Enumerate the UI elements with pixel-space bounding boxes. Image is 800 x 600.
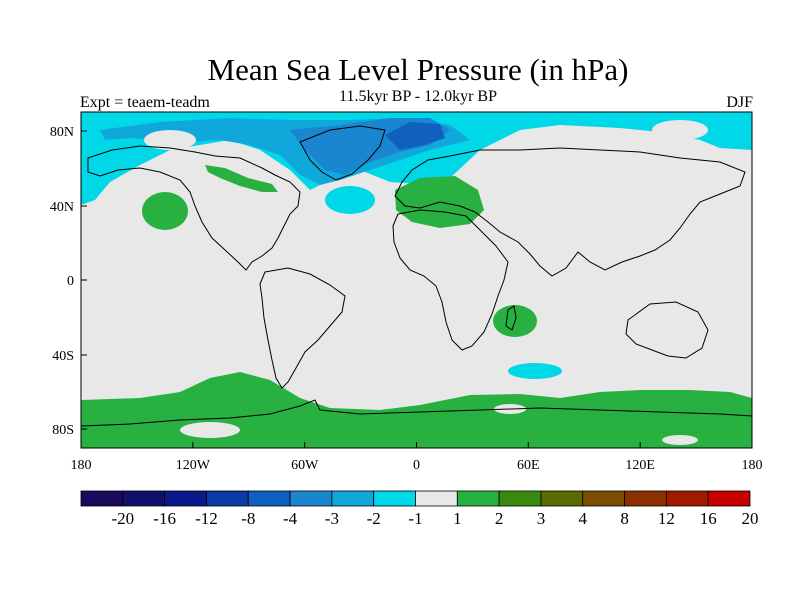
icelandic-negative-core	[385, 122, 445, 150]
north-american-positive-strip	[205, 165, 278, 192]
experiment-label: Expt = teaem-teadm	[80, 94, 210, 111]
south-america-coast	[259, 267, 346, 389]
colorbar-label: 3	[537, 509, 546, 528]
colorbar-label: -4	[283, 509, 298, 528]
y-tick-label: 0	[67, 274, 74, 289]
map-subtitle: 11.5kyr BP - 12.0kyr BP	[339, 88, 497, 105]
x-tick-label: 180	[742, 458, 763, 473]
north-pacific-positive-cell	[142, 192, 188, 230]
pressure-anomaly-fields	[81, 112, 752, 448]
x-tick-label: 60W	[291, 458, 319, 473]
colorbar-swatch	[456, 490, 500, 507]
y-tick-label: 40S	[52, 349, 74, 364]
coastlines	[81, 125, 752, 427]
colorbar-label: -16	[153, 509, 176, 528]
colorbar-label: -3	[325, 509, 339, 528]
africa-coast	[392, 209, 509, 351]
colorbar-label: -12	[195, 509, 218, 528]
north-america-coast	[87, 145, 301, 271]
colorbar-swatch	[122, 490, 166, 507]
colorbar-swatch	[498, 490, 542, 507]
colorbar-label: 16	[700, 509, 717, 528]
nw-pacific-clear-patch	[144, 130, 196, 150]
y-axis	[81, 130, 87, 430]
colorbar-label: -20	[111, 509, 134, 528]
x-axis-labels: 180 120W 60W 0 60E 120E 180	[71, 458, 763, 473]
x-tick-label: 120W	[176, 458, 211, 473]
colorbar-label: -2	[367, 509, 381, 528]
southern-indian-negative-cell	[508, 363, 562, 379]
y-tick-label: 80S	[52, 423, 74, 438]
colorbar-swatch	[247, 490, 291, 507]
colorbar-label: 12	[658, 509, 675, 528]
colorbar-label: -8	[241, 509, 255, 528]
australia-coast	[625, 301, 709, 359]
y-axis-labels: 80N 40N 0 40S 80S	[50, 125, 74, 438]
colorbar-label: 1	[453, 509, 462, 528]
colorbar-swatch	[164, 490, 207, 507]
mid-atlantic-negative-cell	[325, 186, 375, 214]
x-axis	[80, 442, 753, 448]
colorbar-swatch	[415, 490, 458, 507]
colorbar-label: 4	[579, 509, 588, 528]
antarctic-clear-patch-west	[180, 422, 240, 438]
x-tick-label: 120E	[625, 458, 655, 473]
colorbar-swatch	[707, 490, 751, 507]
colorbar: -20 -16 -12 -8 -4 -3 -2 -1 1 2 3 4 8 12 16 20	[80, 490, 759, 528]
colorbar-swatch	[331, 490, 375, 507]
season-label: DJF	[726, 94, 753, 111]
colorbar-swatch	[289, 490, 333, 507]
y-tick-label: 40N	[50, 200, 74, 215]
southern-ocean-positive-band	[81, 372, 752, 448]
antarctic-clear-patch-east	[662, 435, 698, 445]
colorbar-swatch	[665, 490, 709, 507]
x-tick-label: 180	[71, 458, 92, 473]
y-tick-label: 80N	[50, 125, 74, 140]
colorbar-label: 20	[742, 509, 759, 528]
map-title: Mean Sea Level Pressure (in hPa)	[207, 52, 629, 87]
colorbar-label: 2	[495, 509, 504, 528]
x-tick-label: 60E	[517, 458, 540, 473]
greenland-coast	[299, 125, 386, 181]
antarctica-coast	[81, 399, 752, 427]
colorbar-swatch	[582, 490, 625, 507]
eurasia-coast	[394, 147, 746, 277]
x-tick-label: 0	[413, 458, 420, 473]
colorbar-label: 8	[620, 509, 629, 528]
colorbar-swatch	[624, 490, 667, 507]
colorbar-swatch	[540, 490, 584, 507]
colorbar-swatch	[373, 490, 416, 507]
colorbar-label: -1	[408, 509, 422, 528]
arctic-clear-patch	[652, 120, 708, 140]
colorbar-swatch	[206, 490, 249, 507]
colorbar-swatch	[80, 490, 124, 507]
madagascar-coast	[505, 305, 517, 331]
